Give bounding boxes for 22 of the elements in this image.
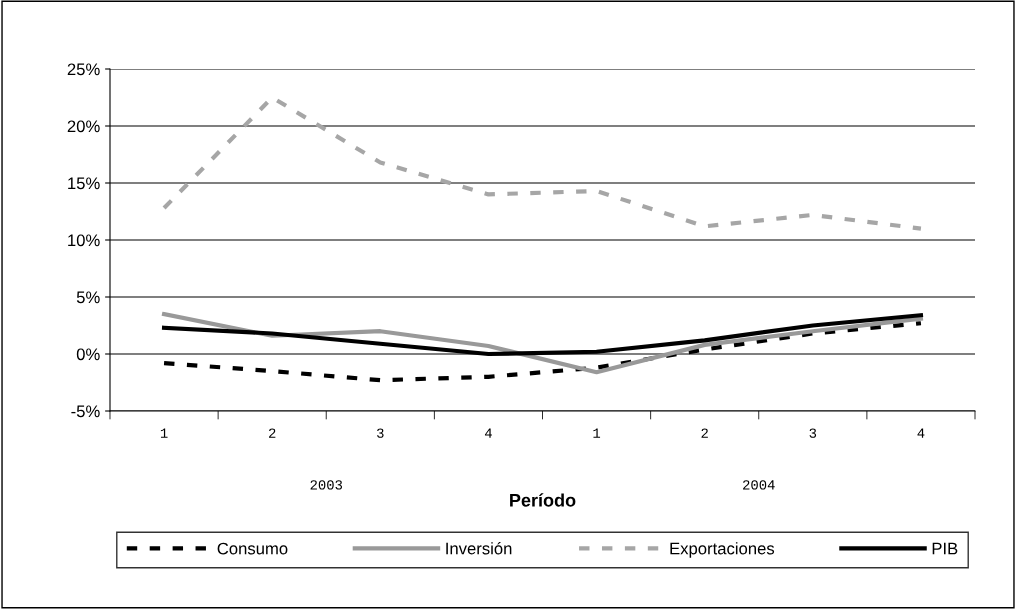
y-tick-label: 0% <box>76 348 100 361</box>
x-tick-label: 1 <box>593 428 601 438</box>
y-tick-label: 10% <box>68 234 100 247</box>
legend-label: Consumo <box>217 542 288 555</box>
x-axis-title: Período <box>510 493 576 507</box>
x-tick-label: 2 <box>269 428 276 438</box>
legend-label: Inversión <box>446 542 512 555</box>
y-tick-label: 20% <box>67 120 100 133</box>
x-tick-label: 4 <box>917 428 925 438</box>
legend-label: PIB <box>932 542 958 555</box>
text: 2003 <box>310 480 343 490</box>
x-tick-label: 4 <box>484 428 492 438</box>
x-tick-label: 2 <box>701 428 708 438</box>
text: 2004 <box>743 480 775 490</box>
x-tick-label: 3 <box>377 428 384 438</box>
x-tick-label: 3 <box>809 428 817 438</box>
y-tick-label: 25% <box>67 63 100 76</box>
x-tick-label: 1 <box>160 428 168 438</box>
y-tick-label: -5% <box>71 405 100 418</box>
y-tick-label: 15% <box>68 177 100 190</box>
y-tick-label: 5% <box>76 291 100 304</box>
legend-label: Exportaciones <box>670 542 775 558</box>
